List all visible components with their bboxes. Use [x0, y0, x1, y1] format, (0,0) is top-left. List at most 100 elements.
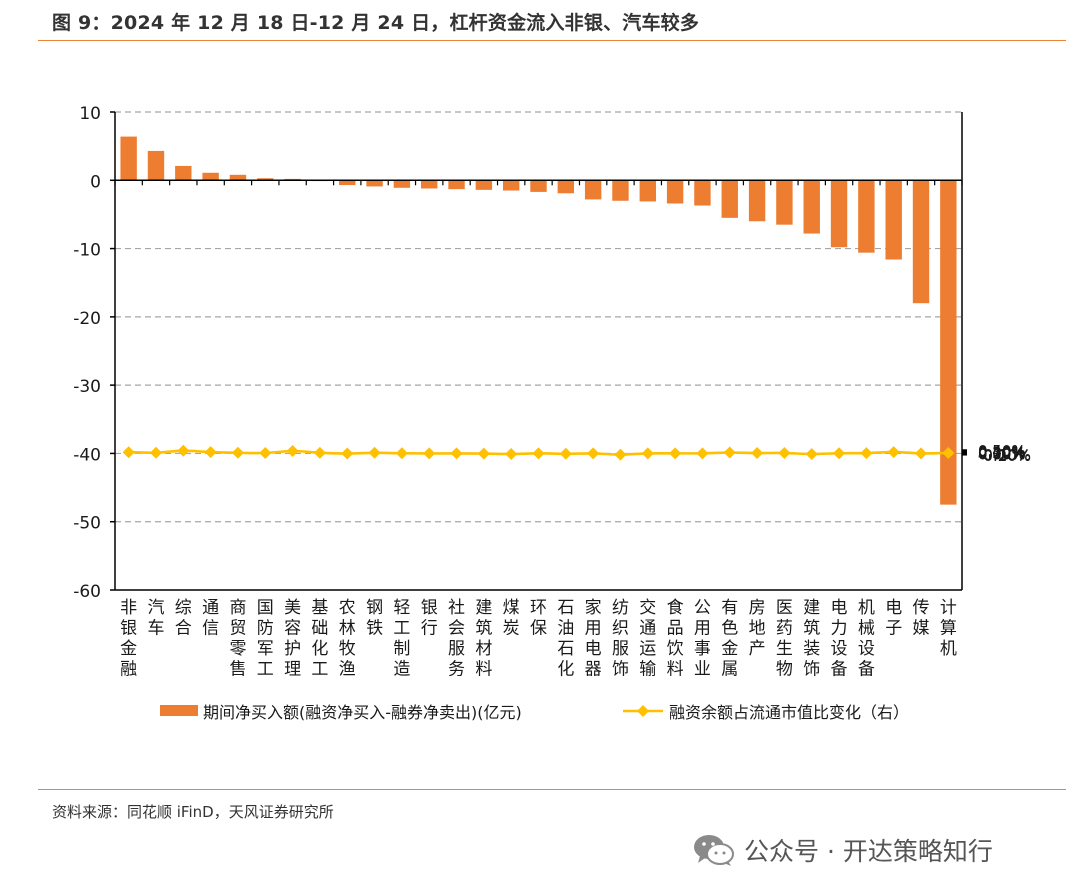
legend-line-marker [637, 705, 649, 717]
line-marker [587, 447, 600, 460]
grid-layer [115, 111, 962, 523]
bar [830, 180, 848, 248]
right-tick-label: -0.10% [978, 446, 1031, 464]
line-marker [778, 447, 791, 460]
category-label: 非银金融 [120, 598, 137, 680]
category-label: 钢铁 [366, 598, 383, 639]
line-marker [887, 446, 900, 459]
left-tick-label: -50 [73, 514, 101, 534]
legend-bar-label: 期间净买入额(融资净买入-融券净卖出)(亿元) [203, 703, 522, 722]
line-marker [204, 446, 217, 459]
legend-line-label: 融资余额占流通市值比变化（右） [669, 703, 909, 722]
line-marker [122, 446, 135, 459]
line-marker [395, 447, 408, 460]
line-marker [177, 444, 190, 457]
category-label: 社会服务 [448, 598, 465, 680]
line-marker [286, 445, 299, 458]
line-marker [313, 446, 326, 459]
line-marker [942, 446, 955, 459]
left-tick-label: 0 [90, 172, 101, 192]
line-marker [423, 447, 436, 460]
right-tick-label: 0.30% [978, 443, 1026, 461]
category-label: 有色金属 [721, 598, 738, 680]
bar [147, 150, 165, 181]
bar [475, 180, 493, 190]
bar [721, 180, 738, 218]
bar [803, 180, 820, 234]
left-tick-label: -30 [73, 377, 101, 397]
right-tick-label: 0.00% [978, 445, 1026, 463]
left-tick-label: -40 [73, 445, 101, 465]
labels-layer: 非银金融汽车综合通信商贸零售国防军工美容护理基础化工农林牧渔钢铁轻工制造银行社会… [120, 598, 957, 680]
bar [448, 180, 465, 190]
bar [885, 180, 902, 260]
category-label: 美容护理 [284, 598, 301, 680]
left-tick-label: 10 [79, 104, 101, 124]
bar [257, 178, 274, 181]
line-marker [860, 447, 873, 460]
category-label: 电子 [885, 598, 902, 639]
right-tick-label: -0.20% [978, 447, 1031, 465]
bar [393, 180, 411, 188]
title-divider [38, 40, 1066, 41]
category-label: 传媒 [913, 598, 930, 639]
bar [202, 172, 219, 181]
left-tick-label: -20 [73, 309, 101, 329]
bar [120, 136, 137, 181]
line-marker [532, 447, 545, 460]
bar [366, 180, 383, 187]
line-marker [231, 446, 244, 459]
category-label: 家用电器 [585, 598, 602, 680]
line-marker [368, 446, 381, 459]
bar [912, 180, 930, 304]
category-label: 交通运输 [639, 598, 656, 680]
legend-bar-swatch [160, 705, 198, 716]
bar [229, 174, 247, 181]
footer-divider [38, 789, 1066, 790]
right-tick-label: 0.20% [978, 444, 1026, 462]
line-marker [559, 447, 572, 460]
category-label: 农林牧渔 [339, 598, 356, 680]
bar [557, 180, 575, 194]
line-marker [915, 447, 928, 460]
source-note: 资料来源：同花顺 iFinD，天风证券研究所 [52, 803, 334, 821]
bar [175, 165, 192, 181]
line-marker [450, 447, 463, 460]
bar [612, 180, 629, 201]
left-tick-label: -60 [73, 582, 101, 602]
bar [639, 180, 656, 202]
category-label: 通信 [202, 598, 219, 639]
category-label: 煤炭 [503, 598, 520, 639]
legend: 期间净买入额(融资净买入-融券净卖出)(亿元) 融资余额占流通市值比变化（右） [160, 703, 909, 722]
bar [584, 180, 602, 200]
category-label: 建筑装饰 [803, 598, 820, 680]
category-label: 医药生物 [776, 598, 793, 680]
category-label: 房地产 [749, 598, 766, 659]
bar [666, 180, 684, 204]
bars-layer [120, 136, 957, 505]
category-label: 建筑材料 [475, 598, 492, 680]
category-label: 汽车 [147, 598, 164, 639]
category-label: 轻工制造 [393, 598, 410, 680]
line-marker [723, 446, 736, 459]
category-label: 计算机 [940, 598, 957, 659]
category-label: 纺织服饰 [612, 598, 629, 680]
figure-title: 图 9：2024 年 12 月 18 日-12 月 24 日，杠杆资金流入非银、… [52, 12, 700, 34]
bar [502, 180, 520, 191]
bar [776, 180, 793, 225]
bar [339, 180, 356, 186]
bar [748, 180, 766, 222]
line-marker [696, 447, 709, 460]
watermark: 公众号 · 开达策略知行 [692, 832, 993, 868]
line-marker [505, 447, 518, 460]
category-label: 综合 [175, 598, 192, 639]
category-label: 机械设备 [858, 598, 875, 680]
category-label: 电力设备 [831, 598, 848, 680]
right-tick-label: 0.40% [978, 443, 1026, 461]
line-marker [751, 447, 764, 460]
category-label: 银行 [421, 598, 438, 639]
line-marker [833, 447, 846, 460]
left-tick-label: -10 [73, 241, 101, 261]
category-label: 公用事业 [694, 598, 711, 680]
